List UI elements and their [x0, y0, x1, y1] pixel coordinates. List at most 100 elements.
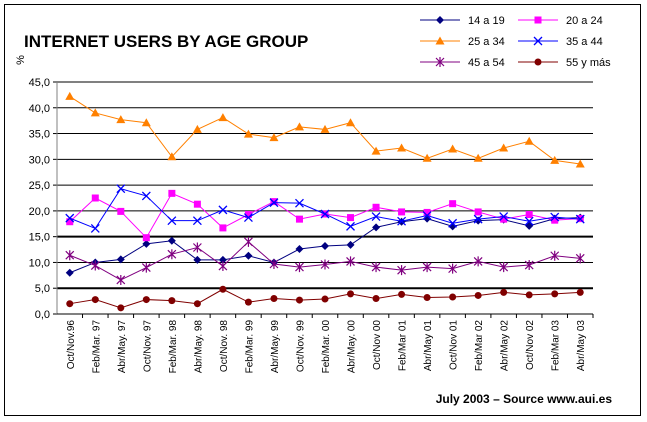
data-point — [219, 285, 227, 293]
data-point — [372, 223, 381, 232]
data-point — [550, 212, 560, 222]
data-point — [142, 239, 151, 248]
data-point — [65, 213, 75, 223]
data-point — [65, 91, 75, 100]
data-point — [422, 262, 432, 273]
x-tick-label: Oct/Nov.96 — [66, 320, 77, 370]
data-point — [398, 290, 406, 298]
legend: 14 a 19 20 a 24 25 a 34 35 a 44 45 a 54 55 y … — [420, 15, 611, 69]
data-point — [550, 155, 560, 164]
data-point — [243, 129, 253, 138]
data-point — [192, 124, 202, 133]
data-point — [320, 209, 330, 219]
data-point — [499, 262, 509, 273]
legend-item: 35 a 44 — [518, 36, 603, 48]
axes — [56, 82, 593, 315]
data-point — [65, 250, 75, 261]
data-point — [218, 261, 228, 272]
legend-label: 35 a 44 — [566, 36, 603, 48]
data-point — [346, 118, 356, 127]
y-tick-labels: 0,0 5,0 10,0 15,0 20,0 25,0 30,0 35,0 40,0 45,0 — [29, 77, 50, 321]
data-point — [243, 213, 253, 223]
data-point — [346, 256, 355, 267]
data-point — [524, 260, 534, 271]
data-point — [551, 290, 559, 298]
data-point — [371, 212, 381, 222]
x-tick-label: Oct/Nov. 98 — [219, 320, 230, 372]
x-tick-label: Abr/May 01 — [423, 320, 434, 372]
y-tick-label: 30,0 — [29, 154, 50, 166]
x-tick-label: Oct/Nov 01 — [449, 320, 460, 370]
legend-label: 45 a 54 — [468, 57, 505, 69]
data-point — [372, 295, 380, 303]
data-point — [423, 208, 431, 216]
data-point — [448, 263, 458, 274]
data-point — [422, 211, 432, 220]
data-point — [193, 300, 201, 308]
y-tick-label: 20,0 — [29, 206, 50, 218]
series-35-a-44 — [65, 184, 585, 233]
y-tick-label: 40,0 — [29, 103, 50, 115]
data-point — [295, 245, 304, 254]
data-point — [167, 249, 177, 260]
data-point — [500, 288, 508, 296]
data-point — [218, 205, 228, 215]
data-point — [270, 295, 278, 303]
x-tick-label: Abr/May. 99 — [270, 320, 281, 374]
data-point — [116, 184, 126, 194]
legend-marker — [436, 16, 444, 24]
data-point — [499, 212, 509, 222]
data-point — [294, 122, 304, 131]
data-point — [448, 218, 458, 228]
data-point — [500, 215, 508, 223]
data-point — [449, 293, 457, 301]
y-tick-label: 5,0 — [35, 283, 50, 295]
data-point — [551, 216, 559, 224]
data-point — [474, 291, 482, 299]
x-tick-label: Feb/Mar 01 — [398, 320, 409, 372]
y-tick-label: 35,0 — [29, 129, 50, 141]
data-point — [576, 288, 584, 296]
legend-item: 55 y más — [518, 57, 611, 69]
data-point — [347, 290, 355, 298]
data-point — [244, 298, 252, 306]
y-tick-label: 15,0 — [29, 232, 50, 244]
legend-marker — [435, 36, 445, 45]
data-point — [142, 234, 150, 242]
data-point — [398, 208, 406, 216]
data-point — [346, 240, 355, 249]
x-tick-label: Feb/Mar. 99 — [244, 320, 255, 374]
data-point — [192, 216, 202, 226]
data-point — [193, 200, 201, 208]
y-tick-label: 10,0 — [29, 257, 50, 269]
legend-item: 45 a 54 — [420, 57, 505, 69]
data-point — [90, 260, 100, 271]
data-point — [320, 124, 330, 133]
x-tick-label: Abr/May. 00 — [347, 320, 358, 374]
data-point — [575, 253, 585, 264]
x-tick-label: Feb/Mar. 00 — [321, 320, 332, 374]
data-point — [218, 255, 227, 264]
data-point — [422, 153, 432, 162]
data-point — [90, 223, 100, 233]
data-point — [449, 200, 457, 208]
x-tick-label: Feb/Mar 03 — [551, 320, 562, 372]
data-point — [371, 262, 381, 273]
chart-frame — [4, 4, 641, 416]
grid-lines — [53, 81, 593, 315]
legend-marker — [534, 58, 542, 66]
x-tick-label: Feb/Mar 02 — [474, 320, 485, 372]
data-point — [499, 143, 509, 152]
data-point — [550, 250, 560, 261]
data-point — [397, 143, 407, 152]
data-point — [269, 198, 279, 208]
series-group — [65, 91, 585, 312]
series-45-a-54 — [65, 236, 585, 285]
data-point — [473, 256, 483, 267]
data-point — [346, 221, 355, 231]
data-point — [244, 210, 252, 218]
data-point — [295, 296, 303, 304]
legend-label: 25 a 34 — [468, 36, 505, 48]
data-point — [66, 300, 74, 308]
x-tick-label: Oct/Nov. 97 — [142, 320, 153, 372]
